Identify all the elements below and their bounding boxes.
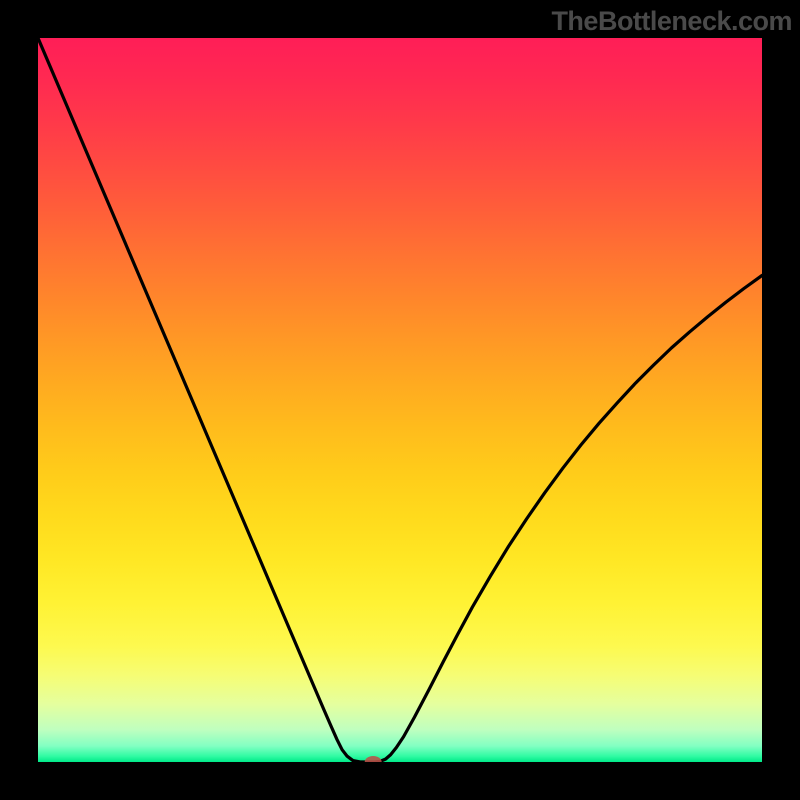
chart-root: TheBottleneck.com xyxy=(0,0,800,800)
watermark-text: TheBottleneck.com xyxy=(551,6,792,37)
plot-svg xyxy=(38,38,762,762)
plot-background xyxy=(38,38,762,762)
plot-area xyxy=(38,38,762,762)
